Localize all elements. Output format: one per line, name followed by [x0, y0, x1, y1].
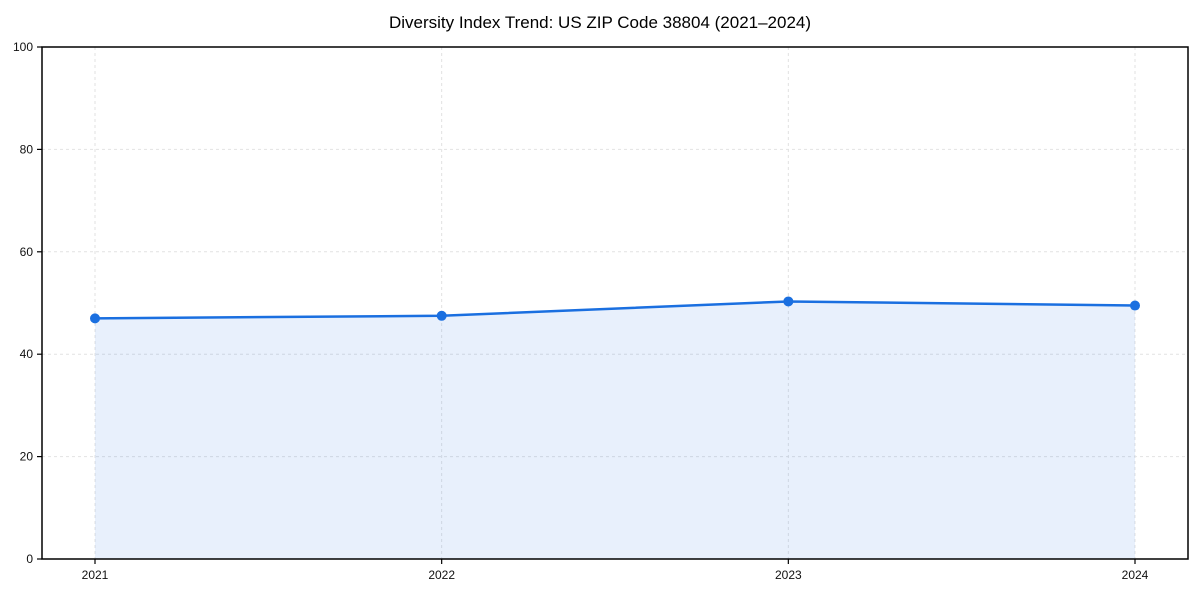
area-layer: [95, 301, 1135, 559]
y-tick-label: 60: [20, 245, 34, 259]
area-fill-shape: [95, 301, 1135, 559]
points-layer: [90, 296, 1140, 324]
data-point: [783, 296, 794, 307]
data-point: [436, 310, 447, 321]
y-tick-label: 80: [20, 142, 34, 156]
y-tick-label: 100: [13, 40, 33, 54]
y-tick-label: 0: [26, 552, 33, 566]
trend-line: [93, 300, 1137, 320]
axes-layer: 0 20 40 60 80 100 2021 2022 2023 2024: [13, 40, 1189, 582]
grid-layer: [42, 46, 1188, 560]
y-tick-label: 40: [20, 347, 34, 361]
chart-title: Diversity Index Trend: US ZIP Code 38804…: [388, 13, 812, 32]
y-tick-label: 20: [20, 450, 34, 464]
x-tick-label: 2021: [82, 568, 109, 582]
x-tick-label: 2022: [428, 568, 455, 582]
plot-border: [41, 46, 1189, 560]
data-point: [1130, 300, 1140, 311]
data-point: [90, 313, 100, 324]
x-tick-label: 2024: [1122, 568, 1149, 582]
x-tick-label: 2023: [775, 568, 802, 582]
line-layer: [93, 300, 1137, 320]
